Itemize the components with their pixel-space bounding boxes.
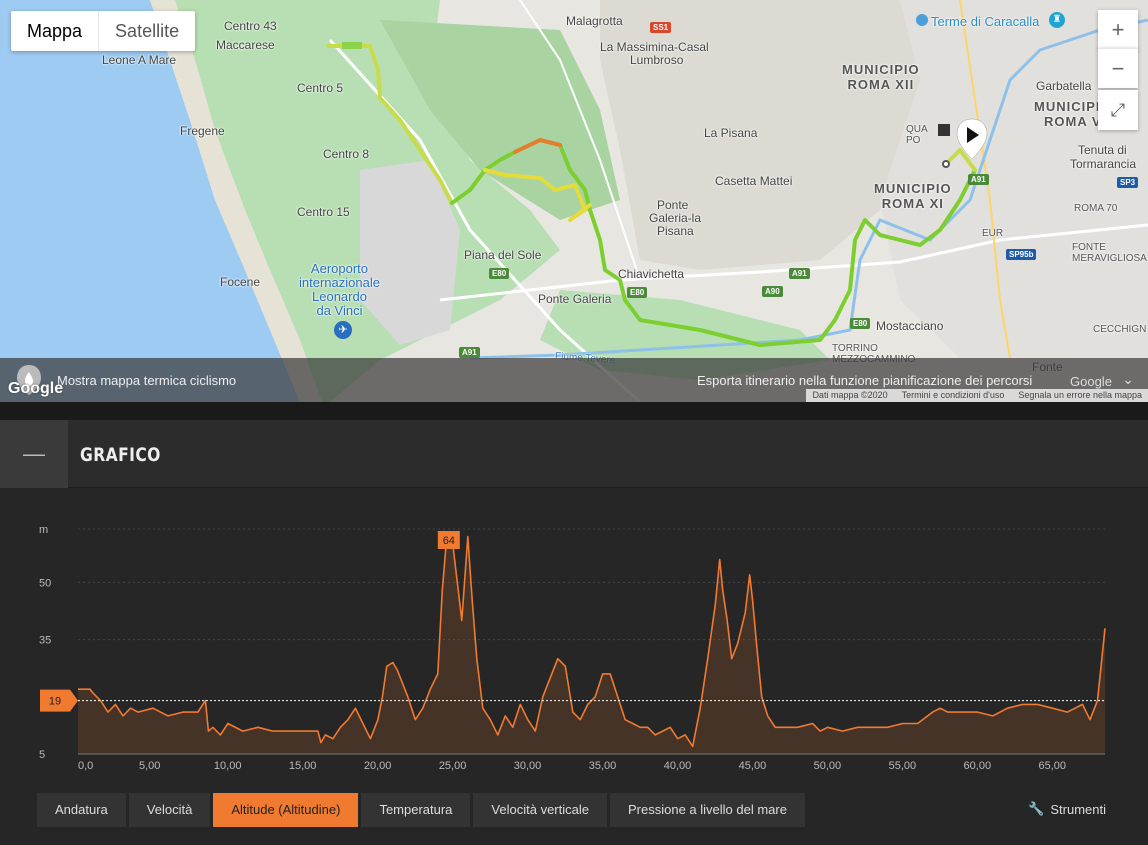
landmark-icon xyxy=(916,14,928,26)
zoom-out-button[interactable]: − xyxy=(1098,48,1138,88)
google-watermark: Google xyxy=(1070,374,1112,389)
metric-tab-4[interactable]: Velocità verticale xyxy=(473,793,607,827)
end-point xyxy=(942,160,950,168)
district-label: MUNICIPIO ROMA XII xyxy=(842,62,920,92)
place-label: Centro 43 xyxy=(224,19,277,33)
road-shield: E80 xyxy=(627,287,648,298)
metric-tab-2[interactable]: Altitude (Altitudine) xyxy=(213,793,359,827)
wrench-icon: 🔧 xyxy=(1028,801,1045,816)
airport-label: Aeroporto internazionale Leonardo da Vinci xyxy=(299,261,380,318)
road-shield: SS1 xyxy=(650,22,672,33)
metric-tab-1[interactable]: Velocità xyxy=(128,793,211,827)
map-attribution: Dati mappa ©2020 Termini e condizioni d'… xyxy=(806,389,1148,402)
green-area xyxy=(540,290,830,380)
place-label: Galeria-la xyxy=(649,211,702,225)
place-label: Garbatella xyxy=(1036,79,1092,93)
road-shield: SP3 xyxy=(1117,177,1139,188)
heatmap-icon[interactable] xyxy=(14,363,44,397)
place-label: Leone A Mare xyxy=(102,53,177,67)
place-label: Centro 15 xyxy=(297,205,350,219)
airport-area xyxy=(360,160,460,345)
metric-tabs: Andatura Velocità Altitude (Altitudine) Tem… xyxy=(37,793,805,827)
google-logo: Google xyxy=(8,380,64,397)
fullscreen-button[interactable]: ⤢ xyxy=(1098,90,1138,130)
area-label: QUA PO xyxy=(906,124,928,146)
graph-title: GRAFICO xyxy=(80,444,161,466)
river xyxy=(469,18,1148,360)
play-icon[interactable] xyxy=(955,117,989,161)
road-shield: E80 xyxy=(489,268,510,279)
place-label: Fregene xyxy=(180,124,225,138)
road xyxy=(439,223,1148,302)
map-data-credit: Dati mappa ©2020 xyxy=(812,390,888,400)
metric-tab-3[interactable]: Temperatura xyxy=(361,793,471,827)
district-label: MUNICIPIO ROMA XI xyxy=(874,181,952,211)
chevron-down-icon[interactable]: ⌄ xyxy=(1122,371,1134,387)
metric-tab-0[interactable]: Andatura xyxy=(37,793,126,827)
terms-link[interactable]: Termini e condizioni d'uso xyxy=(901,390,1005,400)
map-type-satellite[interactable]: Satellite xyxy=(115,21,180,41)
place-label: Chiavichetta xyxy=(618,267,685,281)
place-label: Piana del Sole xyxy=(464,248,542,262)
area-label: FONTE MERAVIGLIOSA xyxy=(1072,242,1147,264)
place-label: La Massimina-Casal xyxy=(600,40,709,54)
collapse-button[interactable]: — xyxy=(0,420,68,488)
district-label: MUNICIPIO ROMA V xyxy=(1034,99,1112,129)
road-shield: A91 xyxy=(789,268,810,279)
road xyxy=(519,0,641,281)
place-label: Malagrotta xyxy=(566,14,623,28)
place-label: Centro 8 xyxy=(323,147,370,161)
place-label: Maccarese xyxy=(216,38,275,52)
tools-label: Strumenti xyxy=(1050,801,1106,817)
area-label: ROMA 70 xyxy=(1074,203,1118,214)
place-label: Ponte Galeria xyxy=(538,292,612,306)
museum-icon: ♜ xyxy=(1049,12,1065,28)
area-label: CECCHIGN xyxy=(1093,324,1147,335)
place-label: Focene xyxy=(220,275,261,289)
route-map[interactable]: Centro 43 Maccarese Leone A Mare Centro 5 Fr… xyxy=(0,0,1148,402)
road-shield: A91 xyxy=(968,174,989,185)
play-marker[interactable] xyxy=(955,117,989,160)
zoom-in-button[interactable]: + xyxy=(1098,10,1138,50)
metric-tab-5[interactable]: Pressione a livello del mare xyxy=(609,793,805,827)
place-label: Casetta Mattei xyxy=(715,174,793,188)
heatmap-toggle-link[interactable]: Mostra mappa termica ciclismo xyxy=(57,373,237,388)
report-error-link[interactable]: Segnala un errore nella mappa xyxy=(1018,390,1142,400)
sea xyxy=(0,0,300,402)
airport-icon: ✈ xyxy=(334,321,352,339)
road-shield: A90 xyxy=(762,286,783,297)
green-area xyxy=(380,20,620,220)
place-label: Tormarancia xyxy=(1070,157,1137,171)
coast xyxy=(150,0,322,402)
stop-icon[interactable] xyxy=(938,124,950,136)
road xyxy=(959,0,1011,359)
place-label: La Pisana xyxy=(704,126,758,140)
place-label: Mostacciano xyxy=(876,319,944,333)
terrain xyxy=(600,0,920,270)
route-track xyxy=(326,44,977,347)
place-label: Tenuta di xyxy=(1078,143,1127,157)
area-label: EUR xyxy=(982,228,1004,239)
place-label: Ponte xyxy=(657,198,689,212)
tools-button[interactable]: 🔧 Strumenti xyxy=(1028,801,1106,817)
terme-label: Terme di Caracalla xyxy=(931,14,1040,29)
road-shield: SP95b xyxy=(1006,249,1037,260)
graph-header: — GRAFICO xyxy=(0,420,1148,488)
map-type-mappa[interactable]: Mappa xyxy=(11,11,100,51)
road-shield: E80 xyxy=(850,318,871,329)
urban-area xyxy=(880,0,1148,358)
start-marker xyxy=(342,42,362,49)
graph-panel: — GRAFICO xyxy=(0,420,1148,845)
export-route-link[interactable]: Esporta itinerario nella funzione pianif… xyxy=(697,373,1033,388)
map-type-switcher[interactable]: Mappa Satellite xyxy=(11,11,196,51)
road-shield: A91 xyxy=(459,347,480,358)
place-label: Pisana xyxy=(657,224,694,238)
place-label: Lumbroso xyxy=(630,53,684,67)
map-canvas[interactable] xyxy=(0,0,1148,402)
place-label: Centro 5 xyxy=(297,81,344,95)
